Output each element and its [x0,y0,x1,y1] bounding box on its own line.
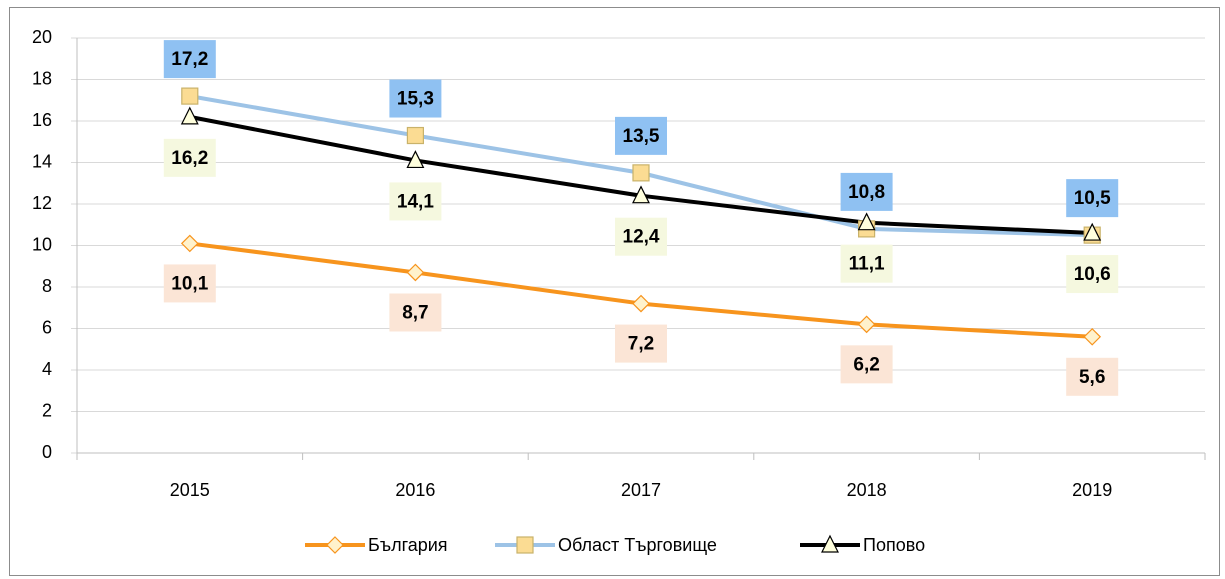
y-tick-label: 10 [32,234,52,254]
point-marker [180,106,199,125]
point-marker [406,150,425,169]
x-tick-label: 2019 [1072,480,1112,500]
y-tick-label: 8 [42,276,52,296]
point-marker [1083,222,1102,241]
data-label-box [163,40,216,79]
data-label: 10,8 [848,182,885,203]
data-label-box [840,345,893,384]
data-label-box [615,324,667,363]
data-label: 6,2 [853,354,879,375]
point-marker [406,263,425,282]
data-label: 10,5 [1074,188,1111,209]
point-marker [857,315,876,334]
data-label: 13,5 [623,126,660,147]
data-label-box [1066,357,1119,396]
point-marker [857,212,876,231]
y-tick-label: 4 [42,359,52,379]
data-label-box [840,244,893,283]
y-tick-label: 12 [32,193,52,213]
y-tick-label: 20 [32,27,52,47]
point-marker [181,87,199,105]
y-tick-label: 2 [42,400,52,420]
data-label: 10,6 [1074,264,1111,285]
data-label-box [389,182,442,221]
data-label-box [840,172,893,211]
y-tick-label: 18 [32,68,52,88]
data-label: 17,2 [171,49,208,70]
point-marker [406,126,424,145]
point-marker [180,234,199,253]
data-label-box [615,116,667,155]
legend-label: Попово [863,535,925,555]
data-label: 8,7 [402,302,428,323]
data-label: 11,1 [849,254,885,275]
data-label-box [615,217,667,256]
x-tick-label: 2015 [170,480,210,500]
x-tick-label: 2016 [395,480,435,500]
legend-marker [516,536,534,554]
x-tick-label: 2018 [847,480,887,500]
point-marker [632,294,650,313]
point-marker [632,185,650,204]
data-label-box [163,138,216,177]
legend-label: България [368,535,448,555]
y-tick-label: 16 [32,110,52,130]
data-label: 12,4 [623,227,660,248]
data-label-box [1066,179,1119,218]
legend-marker [821,534,839,553]
data-label-box [389,79,442,118]
data-label-box [1066,255,1119,294]
data-label: 14,1 [397,191,434,212]
y-tick-label: 14 [32,151,52,171]
y-tick-label: 6 [42,317,52,337]
data-label: 10,1 [171,273,208,294]
data-label: 16,2 [171,148,208,169]
point-marker [1083,327,1102,346]
point-marker [632,164,650,182]
data-label: 5,6 [1079,367,1105,388]
x-tick-label: 2017 [621,480,661,500]
legend-marker [326,536,344,554]
legend-label: Област Търговище [558,535,717,555]
data-label-box [389,293,442,332]
data-label: 15,3 [397,89,434,110]
data-label: 7,2 [628,334,654,355]
y-tick-label: 0 [42,442,52,462]
data-label-box [163,264,216,303]
